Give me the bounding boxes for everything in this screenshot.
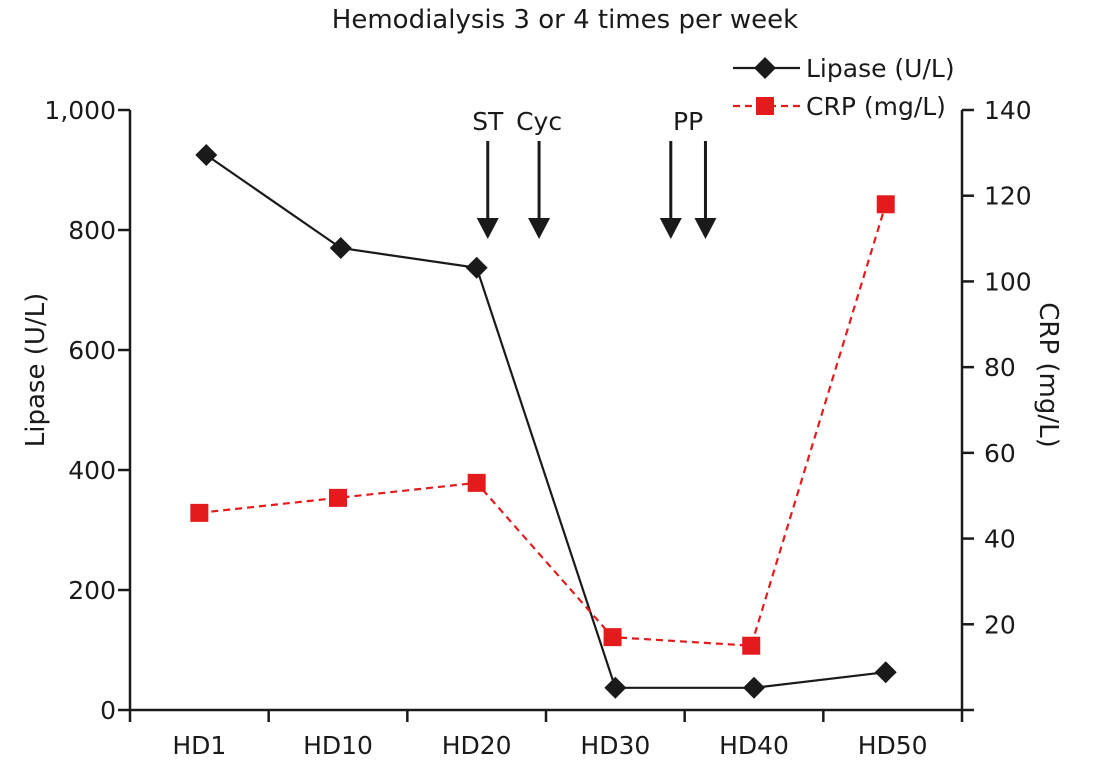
lipase-point [874,661,897,684]
annotation-arrow-head [528,218,551,239]
annotations-group: ST Cyc PP [472,107,717,239]
legend-marker-square [756,97,774,115]
crp-point [467,473,486,492]
right-axis-tick-label: 20 [984,610,1016,639]
lipase-point [195,144,218,166]
annotation-arrow-head [476,218,499,239]
crp-point [742,636,761,655]
right-axis-tick-label: 40 [984,525,1016,554]
left-axis-tick-label: 1,000 [44,96,116,125]
legend-label: CRP (mg/L) [806,92,946,121]
crp-point [876,195,895,214]
lipase-point [604,676,627,699]
x-axis-tick-label: HD50 [858,731,928,760]
legend-label: Lipase (U/L) [806,54,955,83]
x-axis-tick-label: HD20 [442,731,512,760]
annotation-arrow-head [694,218,717,239]
left-axis-tick-label: 600 [68,336,116,365]
lipase-point [465,256,488,279]
lipase-point [743,676,765,699]
series-line [205,154,886,689]
x-axis-tick-label: HD1 [172,731,226,760]
axes-group: 0 200 400 600 800 1,000 20 40 60 80 100 120 140 HD1 HD… [44,96,1031,760]
left-axis-label: Lipase (U/L) [21,293,51,448]
left-axis-tick-label: 200 [68,576,116,605]
annotation-label: PP [673,107,703,136]
legend: Lipase (U/L) CRP (mg/L) [733,54,955,121]
annotation-arrow-head [659,218,682,239]
series-group [190,144,897,699]
series-line [199,203,887,647]
lipase-point [329,237,352,259]
annotation-label: ST [472,107,504,136]
right-axis-tick-label: 60 [984,439,1016,468]
right-axis-tick-label: 80 [984,353,1016,382]
chart-title: Hemodialysis 3 or 4 times per week [332,5,798,35]
x-axis-tick-label: HD10 [303,731,373,760]
left-axis-tick-label: 0 [100,696,116,725]
right-axis-label: CRP (mg/L) [1033,302,1063,448]
legend-marker-diamond [754,57,776,79]
right-axis-tick-label: 100 [984,267,1032,296]
crp-point [603,628,622,647]
left-axis-tick-label: 400 [68,456,116,485]
crp-point [190,503,209,522]
x-axis-tick-label: HD40 [719,731,789,760]
crp-point [329,488,347,507]
left-axis-tick-label: 800 [68,216,116,245]
annotation-label: Cyc [516,107,562,136]
right-axis-tick-label: 140 [984,96,1032,125]
right-axis-tick-label: 120 [984,182,1032,211]
x-axis-tick-label: HD30 [580,731,650,760]
